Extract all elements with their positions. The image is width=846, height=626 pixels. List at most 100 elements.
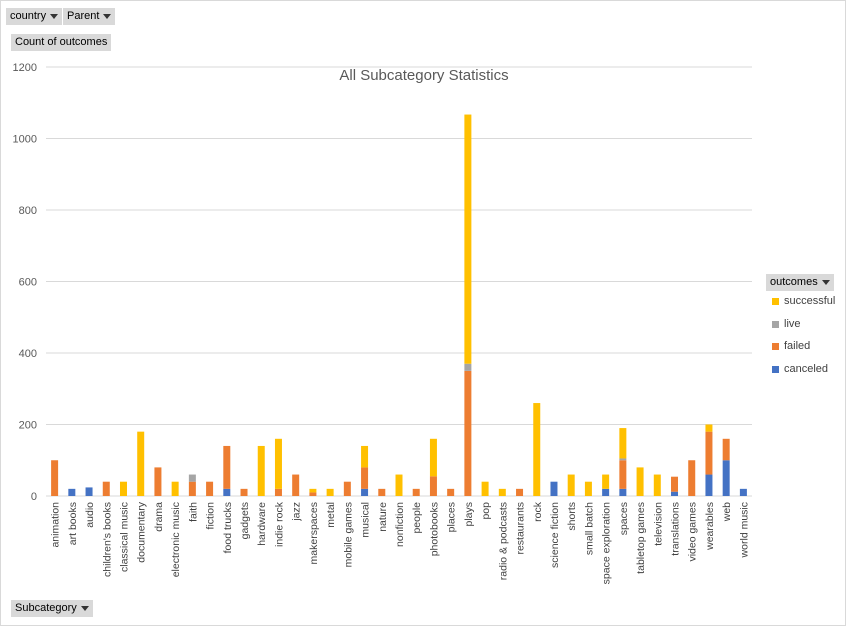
bar-series [51,114,747,496]
bar-successful [395,474,403,496]
bar-successful [429,438,437,477]
legend-swatch [772,320,779,328]
chevron-down-icon [80,605,89,611]
bar-successful [584,481,592,496]
x-tick-label: spaces [618,502,630,535]
y-tick-label: 400 [19,348,37,360]
bar-failed [429,476,437,496]
legend-item-successful: successful [772,295,835,307]
bar-successful [326,488,334,496]
bar-failed [154,467,162,496]
x-tick-label: nonfiction [394,502,406,547]
x-tick-label: web [721,502,733,522]
x-tick-label: indie rock [273,501,285,547]
bar-failed [722,438,730,461]
parent-filter-label: Parent [67,10,100,22]
y-tick-label: 0 [31,491,37,503]
bar-failed [705,431,713,475]
legend-item-failed: failed [772,340,810,352]
y-tick-label: 800 [19,205,37,217]
subcategory-field-label: Subcategory [15,602,77,614]
x-tick-label: television [652,502,664,546]
legend-label: live [784,318,801,330]
country-filter-button[interactable]: country [6,8,63,25]
x-tick-label: makerspaces [308,502,320,564]
value-field-button[interactable]: Count of outcomes [11,34,112,51]
bar-failed [102,481,110,496]
y-tick-label: 1200 [13,62,37,74]
legend: outcomes successful live failed canceled [766,272,838,375]
bar-failed [412,488,420,496]
x-tick-label: rock [532,501,544,522]
subcategory-field-button[interactable]: Subcategory [11,600,93,617]
bar-successful [119,481,127,496]
parent-filter-button[interactable]: Parent [63,8,116,25]
bar-failed [447,488,455,496]
x-tick-label: pop [480,502,492,520]
x-tick-label: audio [84,502,96,528]
x-tick-label: translations [670,502,682,556]
bar-successful [274,438,282,489]
outcomes-filter-button[interactable]: outcomes [766,274,834,291]
x-tick-label: hardware [256,502,268,546]
bar-failed [206,481,214,496]
bar-failed [378,488,386,496]
y-tick-label: 1000 [13,134,37,146]
bar-failed [292,474,300,496]
x-tick-label: drama [153,502,165,532]
bar-canceled [722,460,730,496]
chevron-down-icon [50,13,59,19]
legend-item-canceled: canceled [772,363,828,375]
bar-live [619,458,627,461]
bar-canceled [705,474,713,496]
bar-failed [688,460,696,496]
x-axis-tick-labels: animation art books audio children's books c… [50,501,751,584]
bar-successful [361,445,369,468]
x-tick-label: jazz [291,502,303,522]
y-axis-tick-labels: 0 200 400 600 800 1000 1200 [13,62,37,503]
x-tick-label: space exploration [601,502,613,584]
bar-failed [464,370,472,496]
bar-successful [636,467,644,496]
x-tick-label: fiction [205,502,217,530]
y-tick-label: 600 [19,277,37,289]
value-field-label: Count of outcomes [15,36,108,48]
y-tick-label: 200 [19,420,37,432]
legend-item-live: live [772,318,801,330]
x-tick-label: plays [463,502,475,527]
x-tick-label: tabletop games [635,502,647,574]
x-tick-label: science fiction [549,502,561,568]
x-tick-label: world music [738,502,750,558]
chevron-down-icon [821,279,830,285]
bar-failed [188,481,196,496]
bar-successful [602,474,610,489]
bar-canceled [85,487,93,496]
bar-failed [671,476,679,492]
x-tick-label: musical [360,502,372,538]
bar-failed [343,481,351,496]
x-tick-label: animation [50,502,62,548]
bar-successful [481,481,489,496]
x-tick-label: places [446,502,458,532]
legend-label: successful [784,295,836,307]
x-tick-label: art books [67,502,79,545]
bar-live [188,474,196,482]
x-tick-label: children's books [101,502,113,577]
x-tick-label: radio & podcasts [497,502,509,580]
x-tick-label: small batch [583,502,595,555]
bar-failed [309,492,317,496]
bar-canceled [671,491,679,496]
bar-canceled [361,488,369,496]
bar-failed [51,460,59,496]
bar-successful [464,114,472,364]
x-tick-label: electronic music [170,502,182,577]
x-tick-label: photobooks [428,502,440,556]
legend-swatch [772,297,779,305]
x-tick-label: nature [377,502,389,532]
country-filter-label: country [10,10,47,22]
x-tick-label: metal [325,502,337,528]
x-tick-label: documentary [136,501,148,562]
bar-successful [309,488,317,493]
x-tick-label: faith [187,502,199,522]
